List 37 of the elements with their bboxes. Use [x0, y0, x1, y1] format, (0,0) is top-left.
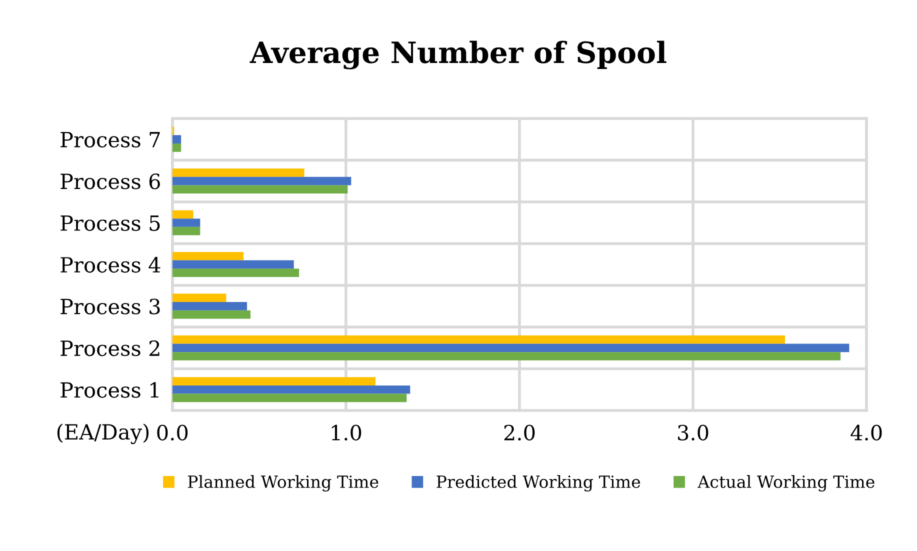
y-tick-label: Process 2: [60, 340, 160, 356]
legend-label: Planned Working Time: [188, 475, 378, 492]
bar: [172, 252, 244, 260]
bar: [172, 185, 348, 194]
x-axis-title: (EA/Day): [57, 424, 149, 444]
bar: [172, 135, 182, 144]
y-tick-label: Process 4: [60, 256, 160, 273]
bar: [172, 344, 850, 352]
y-tick-label: Process 1: [60, 382, 158, 398]
bar: [172, 268, 300, 277]
x-tick-label: 0.0: [157, 424, 188, 441]
bar: [172, 168, 304, 177]
bar: [172, 352, 841, 360]
x-tick-label: 3.0: [678, 424, 708, 441]
bar: [172, 385, 410, 394]
x-tick-label: 4.0: [850, 424, 882, 441]
bar: [172, 176, 352, 186]
bar: [172, 218, 200, 227]
legend-label: Predicted Working Time: [436, 475, 640, 492]
x-tick-label: 2.0: [504, 424, 535, 441]
y-tick-label: Process 5: [60, 215, 160, 231]
bar: [172, 302, 248, 310]
bar: [172, 143, 182, 152]
x-tick-label: 1.0: [332, 424, 362, 441]
y-tick-label: Process 7: [60, 132, 160, 148]
bar: [172, 377, 376, 386]
bar: [172, 294, 226, 302]
bar: [172, 310, 250, 319]
bar: [172, 335, 785, 344]
y-tick-label: Process 6: [60, 173, 160, 190]
bar: [172, 260, 294, 269]
bar: [172, 210, 194, 219]
bar: [172, 394, 407, 402]
bar: [172, 226, 200, 236]
y-tick-label: Process 3: [60, 298, 160, 314]
chart-title: Average Number of Spool: [250, 40, 666, 70]
legend-label: Actual Working Time: [698, 475, 874, 492]
